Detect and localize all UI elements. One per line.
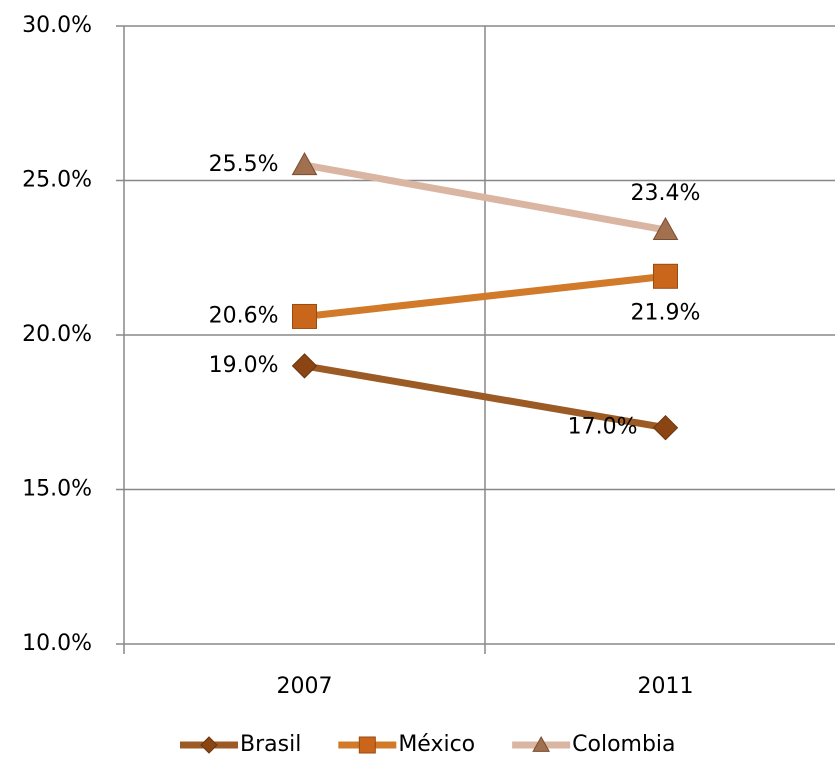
y-tick-label: 10.0% bbox=[22, 631, 92, 656]
y-tick-label: 15.0% bbox=[22, 477, 92, 502]
legend-marker bbox=[358, 736, 376, 754]
data-label: 20.6% bbox=[209, 303, 279, 328]
data-label: 19.0% bbox=[209, 353, 279, 378]
y-tick-label: 25.0% bbox=[22, 168, 92, 193]
y-tick-label: 30.0% bbox=[22, 13, 92, 38]
x-tick-label: 2007 bbox=[277, 674, 333, 699]
legend-marker bbox=[532, 735, 550, 752]
data-label: 17.0% bbox=[568, 415, 638, 440]
legend-marker bbox=[200, 736, 218, 754]
y-tick-label: 20.0% bbox=[22, 322, 92, 347]
marker bbox=[291, 353, 318, 379]
x-tick-label: 2011 bbox=[638, 674, 694, 699]
data-label: 21.9% bbox=[631, 300, 701, 325]
legend-label: Brasil bbox=[240, 732, 301, 757]
data-label: 23.4% bbox=[631, 181, 701, 206]
marker bbox=[292, 303, 317, 329]
marker bbox=[291, 152, 318, 176]
legend-label: Colombia bbox=[572, 732, 675, 757]
marker bbox=[653, 263, 678, 289]
legend-label: México bbox=[398, 732, 475, 757]
marker bbox=[652, 216, 679, 241]
data-label: 25.5% bbox=[209, 152, 279, 177]
series-line bbox=[303, 362, 667, 432]
series-line bbox=[304, 272, 666, 320]
marker bbox=[652, 414, 679, 441]
series-line bbox=[303, 161, 667, 234]
